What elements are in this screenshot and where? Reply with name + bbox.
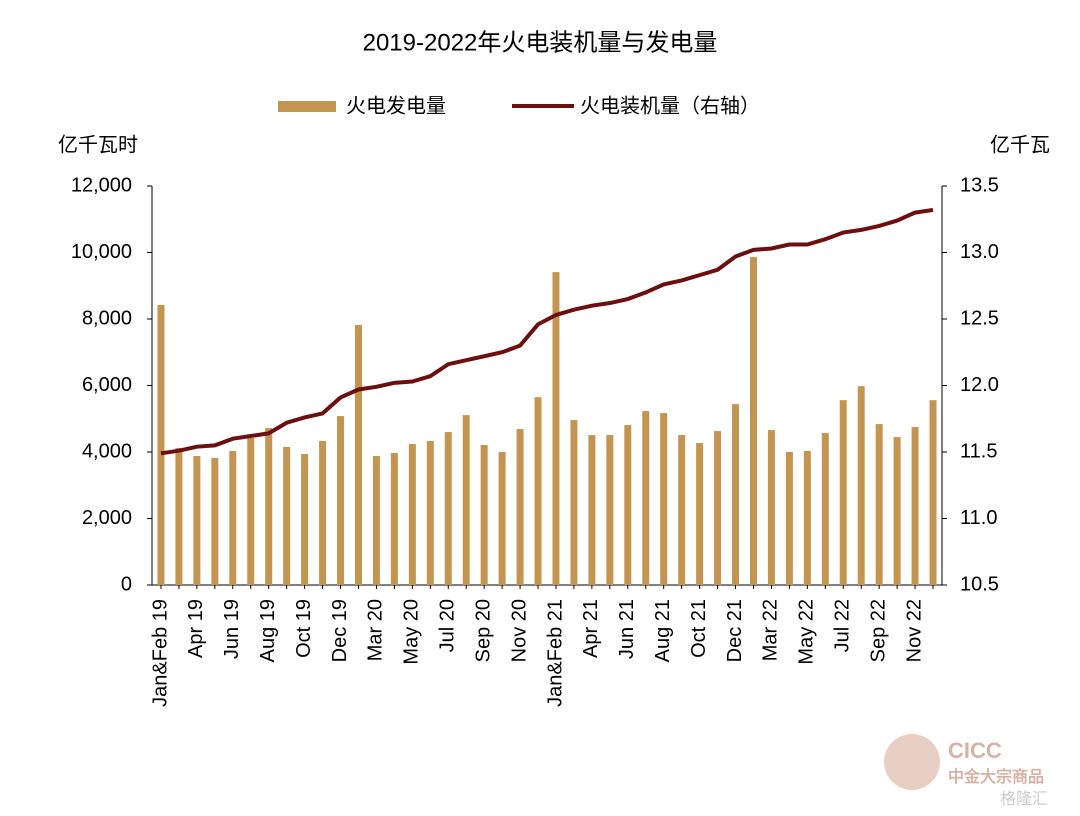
bar (714, 431, 722, 585)
bar (157, 305, 165, 585)
bar (588, 435, 596, 585)
bar (803, 451, 811, 585)
y-tick-label: 0 (121, 573, 132, 595)
bar (444, 432, 452, 585)
bar (678, 435, 686, 585)
x-tick-label: May 20 (401, 599, 423, 665)
x-tick-label: Oct 19 (293, 599, 315, 658)
bar (821, 433, 829, 585)
x-tick-label: Dec 19 (329, 599, 351, 662)
y2-tick-label: 13.0 (960, 241, 999, 263)
x-tick-label: Mar 20 (365, 599, 387, 661)
legend-label: 火电发电量 (346, 94, 446, 117)
x-tick-label: Jul 22 (832, 599, 854, 652)
y2-tick-label: 10.5 (960, 573, 999, 595)
x-tick-label: Jun 21 (616, 599, 638, 659)
bar (785, 452, 793, 585)
line (160, 207, 934, 456)
watermark: 格隆汇 (1000, 790, 1048, 808)
bar (211, 457, 219, 585)
bar (696, 443, 704, 585)
bar (767, 430, 775, 585)
x-tick-label: Aug 19 (257, 599, 279, 662)
bar (624, 425, 632, 585)
x-tick-label: Jun 19 (221, 599, 243, 659)
x-tick-label: Oct 21 (688, 599, 710, 658)
bar (857, 386, 865, 585)
x-tick-label: Jan&Feb 21 (544, 599, 566, 707)
bar (283, 447, 291, 585)
y2-tick-label: 11.5 (960, 440, 997, 462)
y2-tick-label: 11.0 (960, 507, 997, 529)
bar (606, 435, 614, 585)
x-tick-label: Mar 22 (760, 599, 782, 661)
x-tick-label: Apr 19 (185, 599, 207, 658)
bar (911, 427, 919, 585)
y-tick-label: 10,000 (71, 241, 132, 263)
bar (875, 424, 883, 585)
x-tick-label: Sep 20 (472, 599, 494, 662)
watermark: CICC (948, 738, 1002, 763)
y-tick-label: 12,000 (71, 174, 132, 196)
x-tick-label: Jan&Feb 19 (149, 599, 171, 707)
bar (354, 324, 362, 585)
bar (642, 411, 650, 585)
bar (839, 400, 847, 585)
y-tick-label: 6,000 (82, 374, 132, 396)
x-tick-label: Nov 22 (903, 599, 925, 662)
x-tick-label: Dec 21 (724, 599, 746, 662)
x-tick-label: May 22 (796, 599, 818, 665)
y-tick-label: 2,000 (82, 507, 132, 529)
bar (265, 428, 273, 585)
bar (193, 455, 201, 585)
y2-tick-label: 12.0 (960, 374, 999, 396)
y-tick-label: 8,000 (82, 307, 132, 329)
bar (337, 416, 345, 585)
chart-title: 2019-2022年火电装机量与发电量 (363, 29, 718, 56)
bar (929, 400, 937, 585)
y-tick-label: 4,000 (82, 440, 132, 462)
bar (480, 445, 488, 585)
bar (534, 397, 542, 585)
bar (426, 441, 434, 585)
y2-tick-label: 12.5 (960, 307, 999, 329)
y2-tick-label: 13.5 (960, 174, 999, 196)
bar (749, 257, 757, 585)
bar (498, 452, 506, 585)
bar (247, 438, 255, 585)
bar (229, 451, 237, 585)
bar (390, 452, 398, 585)
bar (319, 441, 327, 585)
bar (175, 448, 183, 585)
bar (408, 444, 416, 585)
bar (372, 455, 380, 585)
bar (462, 415, 470, 585)
bar (893, 437, 901, 585)
logo (884, 734, 940, 790)
bar (570, 420, 578, 585)
x-tick-label: Jul 20 (437, 599, 459, 652)
x-tick-label: Aug 21 (652, 599, 674, 662)
watermark: 中金大宗商品 (948, 767, 1044, 786)
legend-label: 火电装机量（右轴） (580, 94, 760, 117)
bar (552, 272, 560, 585)
bar (732, 404, 740, 585)
x-tick-label: Sep 22 (867, 599, 889, 662)
bar (660, 413, 668, 585)
x-tick-label: Apr 21 (580, 599, 602, 658)
legend-swatch (278, 101, 336, 112)
bar (516, 429, 524, 585)
bar (301, 453, 309, 585)
y-axis-label: 亿千瓦时 (58, 133, 138, 156)
x-tick-label: Nov 20 (508, 599, 530, 662)
y2-axis-label: 亿千瓦 (990, 133, 1050, 156)
